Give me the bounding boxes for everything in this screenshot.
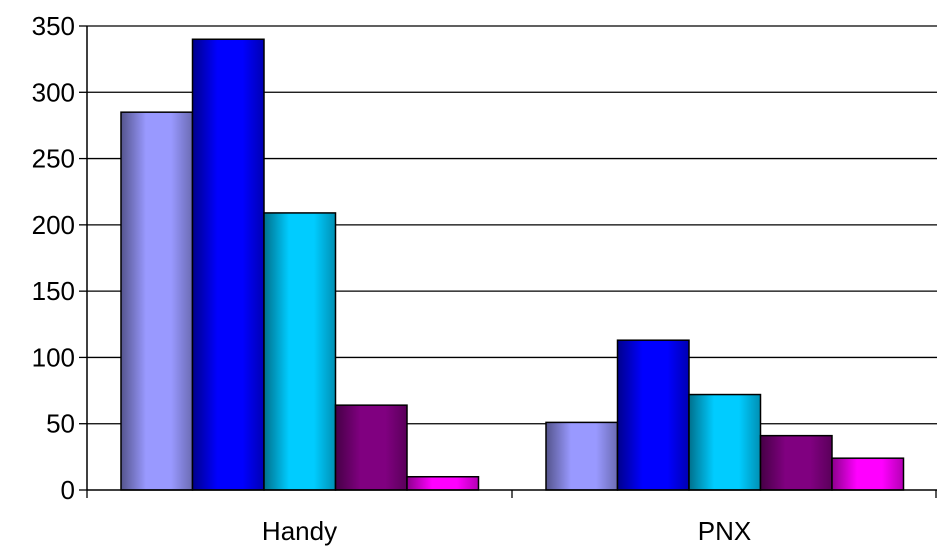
- y-tick-label-100: 100: [32, 342, 75, 372]
- x-tick-label-handy: Handy: [262, 516, 337, 546]
- bars: [120, 38, 905, 491]
- y-tick-label-150: 150: [32, 276, 75, 306]
- y-tick-label-300: 300: [32, 77, 75, 107]
- bar-handy-series-3: [263, 212, 337, 491]
- bar-handy-series-2: [191, 38, 265, 491]
- bar-handy-series-1: [120, 111, 194, 491]
- bar-pnx-series-1: [545, 421, 619, 491]
- y-tick-label-50: 50: [46, 409, 75, 439]
- y-tick-label-250: 250: [32, 144, 75, 174]
- bar-pnx-series-2: [616, 339, 690, 491]
- bar-pnx-series-5: [831, 457, 905, 491]
- y-tick-label-350: 350: [32, 11, 75, 41]
- y-tick-label-200: 200: [32, 210, 75, 240]
- bar-handy-series-5: [406, 475, 480, 491]
- bar-pnx-series-4: [759, 434, 833, 491]
- y-tick-label-0: 0: [61, 475, 75, 505]
- axes: [79, 25, 937, 498]
- x-tick-label-pnx: PNX: [698, 516, 751, 546]
- bar-handy-series-4: [334, 404, 408, 491]
- bar-pnx-series-3: [688, 393, 762, 491]
- tick-labels: 0 50 100 150 200 250 300 350 Handy PNX: [32, 11, 752, 546]
